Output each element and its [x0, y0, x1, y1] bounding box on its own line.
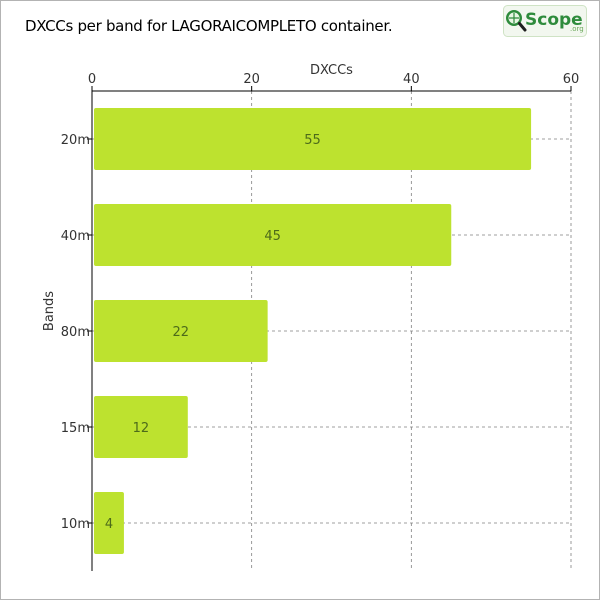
- data-labels: 55 45 22 12 4: [105, 133, 321, 532]
- y-tick-label: 10m: [61, 517, 90, 532]
- logo-suffix: .org: [570, 25, 584, 33]
- qscope-logo: Scope .org: [503, 5, 587, 37]
- y-axis-label: Bands: [42, 291, 57, 331]
- x-tick-label: 0: [88, 72, 96, 87]
- magnifier-globe-icon: [506, 10, 527, 32]
- x-axis-label: DXCCs: [310, 63, 353, 78]
- y-tick-label: 80m: [61, 325, 90, 340]
- y-tick-label: 15m: [61, 421, 90, 436]
- data-label-10m: 4: [105, 517, 113, 532]
- bar-40m: [94, 204, 452, 266]
- data-label-20m: 55: [304, 133, 321, 148]
- x-tick-label: 40: [403, 72, 420, 87]
- bar-80m: [94, 300, 268, 362]
- logo-text: Scope: [525, 10, 583, 30]
- bars: [94, 108, 532, 554]
- x-tick-label: 20: [243, 72, 260, 87]
- x-tick-label: 60: [563, 72, 580, 87]
- data-label-80m: 22: [173, 325, 190, 340]
- chart-title: DXCCs per band for LAGORAICOMPLETO conta…: [25, 17, 393, 35]
- y-tick-label: 20m: [61, 133, 90, 148]
- y-tick-label: 40m: [61, 229, 90, 244]
- axes: 0 20 40 60 20m 40m 80m 15m 10m: [61, 72, 579, 571]
- bar-20m: [94, 108, 532, 170]
- bar-15m: [94, 396, 188, 458]
- data-label-40m: 45: [264, 229, 281, 244]
- data-label-15m: 12: [133, 421, 150, 436]
- bar-10m: [94, 492, 124, 554]
